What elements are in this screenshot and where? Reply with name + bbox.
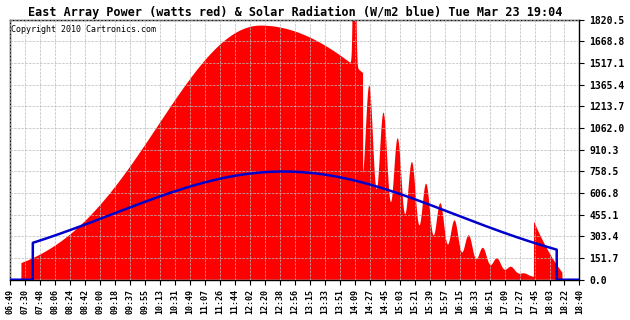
Text: Copyright 2010 Cartronics.com: Copyright 2010 Cartronics.com bbox=[11, 25, 156, 34]
Title: East Array Power (watts red) & Solar Radiation (W/m2 blue) Tue Mar 23 19:04: East Array Power (watts red) & Solar Rad… bbox=[28, 5, 562, 19]
